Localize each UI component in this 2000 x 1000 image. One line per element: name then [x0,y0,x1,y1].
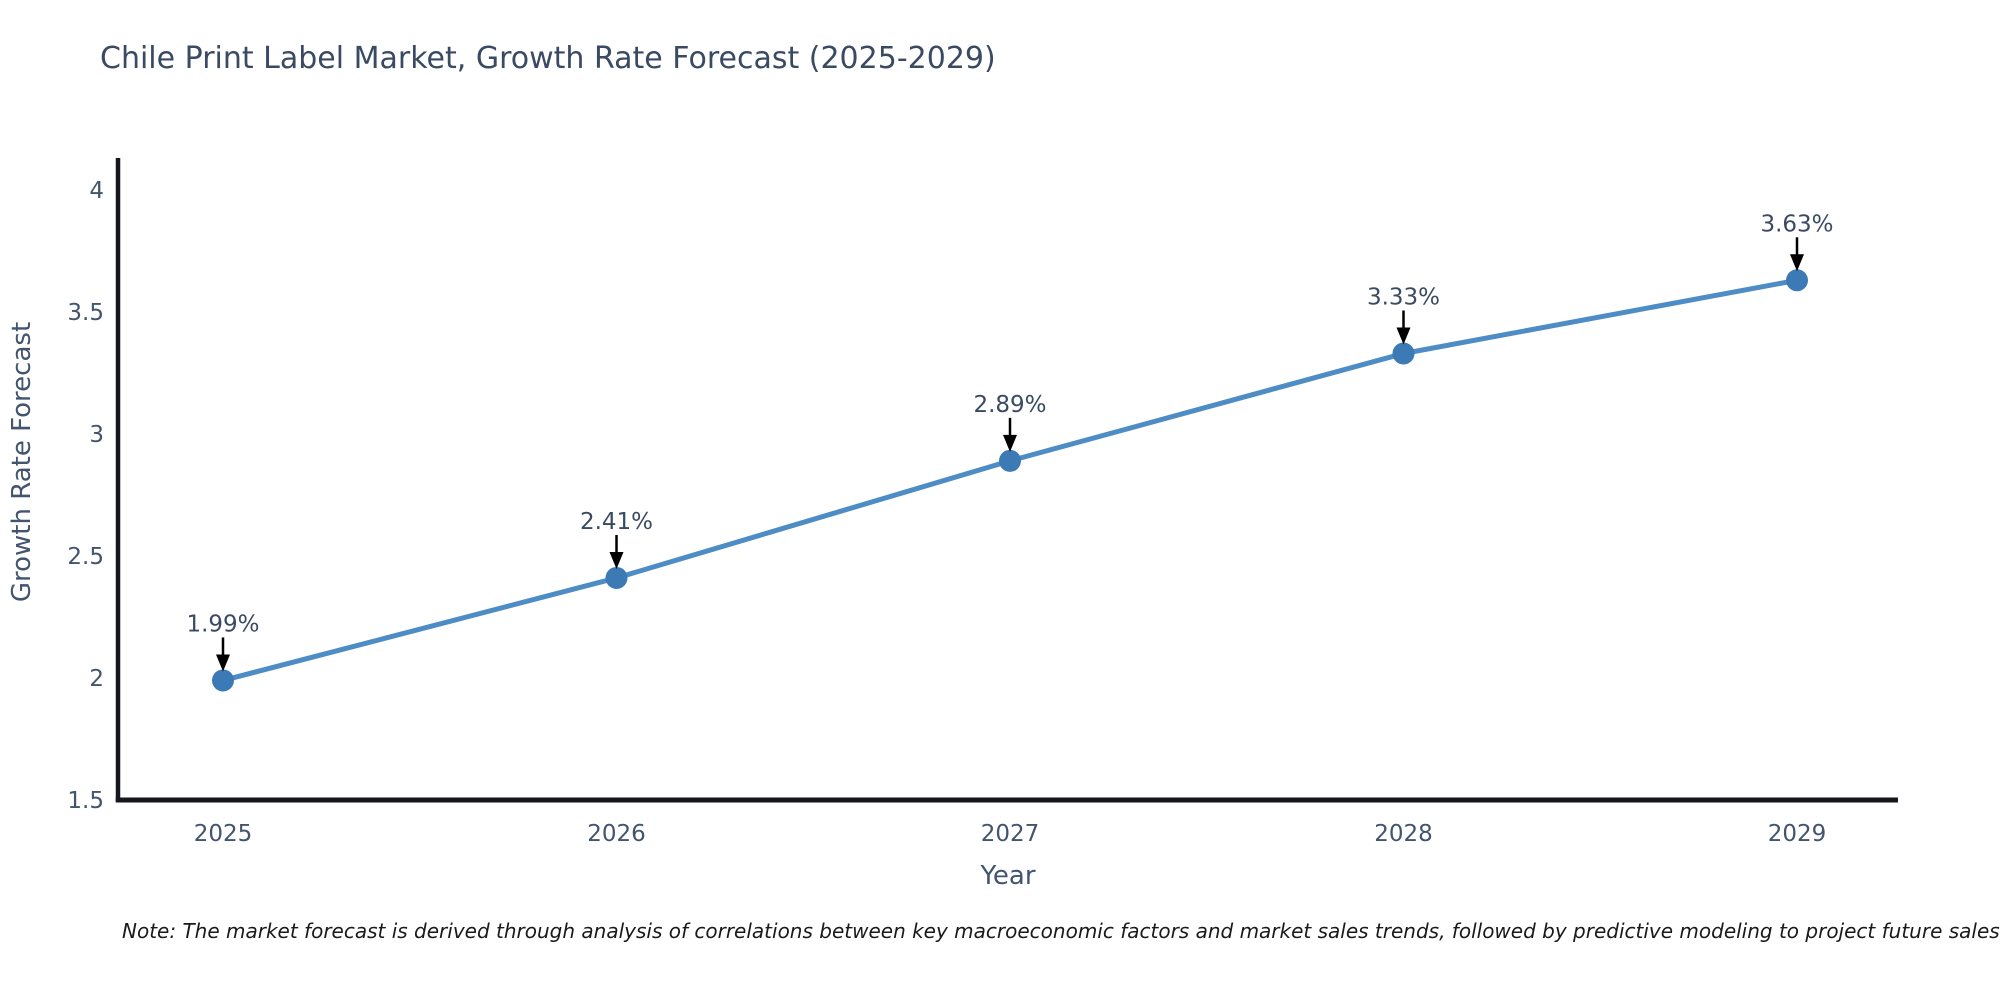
annotation-arrowhead-icon [1790,254,1804,272]
data-point-marker [212,669,234,692]
point-value-label: 2.89% [973,392,1046,418]
y-tick-label: 3.5 [67,300,104,326]
x-axis-title: Year [979,861,1035,891]
line-series-path [220,277,1800,683]
point-value-label: 2.41% [580,509,653,535]
point-value-label: 3.33% [1367,284,1440,310]
x-tick-label: 2029 [1768,821,1827,847]
data-point-markers [212,269,1808,692]
y-axis-tick-labels: 1.5 2 2.5 3 3.5 4 [67,178,104,814]
x-tick-label: 2028 [1374,821,1433,847]
data-point-marker [1392,342,1415,365]
y-tick-label: 1.5 [67,788,104,814]
y-tick-label: 2 [89,666,104,692]
annotation-arrowhead-icon [216,654,230,672]
data-point-marker [999,449,1021,472]
y-tick-label: 3 [89,422,104,448]
annotation-arrowhead-icon [1396,327,1411,345]
x-axis-tick-labels: 2025 2026 2027 2028 2029 [194,821,1827,847]
footnote: Note: The market forecast is derived thr… [122,919,2000,943]
point-annotations: 1.99% 2.41% 2.89% 3.33% 3.63% [186,211,1834,672]
growth-rate-line [220,277,1800,683]
y-axis-title: Growth Rate Forecast [7,322,37,602]
data-point-marker [605,566,628,589]
data-point-marker [1786,269,1808,292]
x-tick-label: 2025 [194,821,253,847]
y-tick-label: 4 [89,178,104,204]
point-value-label: 1.99% [186,611,259,637]
annotation-arrowhead-icon [609,551,624,569]
y-tick-label: 2.5 [67,544,104,570]
point-value-label: 3.63% [1760,211,1833,237]
x-tick-label: 2026 [587,821,646,847]
chart-title: Chile Print Label Market, Growth Rate Fo… [100,41,996,76]
annotation-arrowhead-icon [1003,434,1017,452]
x-tick-label: 2027 [981,821,1040,847]
